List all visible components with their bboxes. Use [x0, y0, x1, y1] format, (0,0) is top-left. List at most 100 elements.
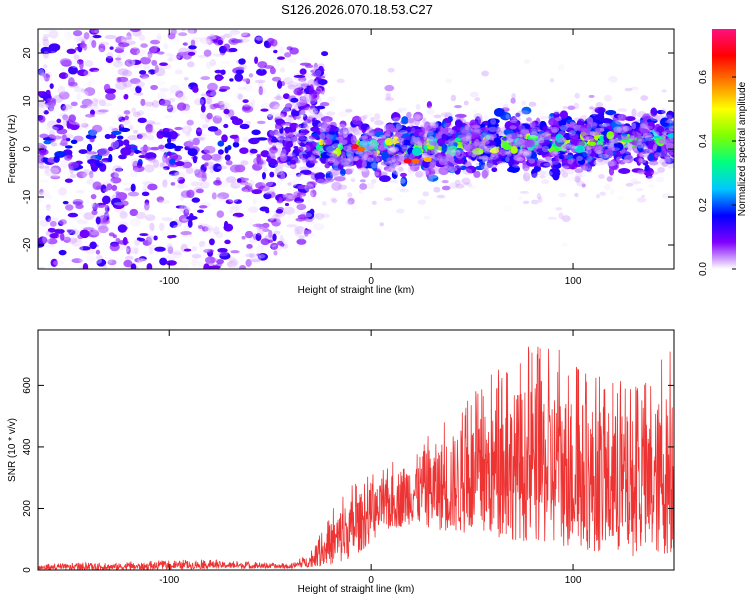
heatmap-cell	[39, 219, 50, 227]
heatmap-cell	[293, 201, 304, 205]
heatmap-cell	[78, 90, 89, 98]
heatmap-cell	[73, 54, 80, 60]
heatmap-cell	[108, 232, 115, 237]
heatmap-cell	[530, 199, 539, 205]
heatmap-cell	[210, 226, 221, 233]
heatmap-cell	[315, 177, 326, 184]
heatmap-cell	[47, 79, 55, 84]
heatmap-cell	[62, 114, 69, 121]
heatmap-cell	[125, 59, 136, 67]
heatmap-cell	[94, 98, 107, 103]
heatmap-cell	[310, 126, 320, 132]
heatmap-cell	[59, 232, 65, 241]
heatmap-cell	[227, 144, 232, 151]
heatmap-cell	[441, 133, 447, 141]
heatmap-cell	[396, 125, 401, 132]
heatmap-cell	[202, 40, 212, 48]
heatmap-cell	[521, 144, 526, 149]
heatmap-cell	[204, 96, 211, 104]
heatmap-cell	[659, 157, 667, 165]
heatmap-cell	[229, 206, 234, 214]
heatmap-cell	[571, 145, 578, 149]
heatmap-cell	[576, 155, 583, 162]
heatmap-cell	[320, 213, 330, 219]
heatmap-cell	[142, 184, 148, 191]
heatmap-cell	[314, 69, 322, 77]
heatmap-cell	[90, 201, 99, 210]
heatmap-cell	[296, 101, 306, 107]
heatmap-cell	[302, 56, 311, 61]
heatmap-cell	[169, 55, 181, 61]
heatmap-cell	[312, 218, 324, 223]
heatmap-cell	[273, 49, 278, 54]
heatmap-cell	[145, 236, 153, 245]
heatmap-cell	[173, 175, 180, 183]
heatmap-cell	[645, 150, 652, 154]
heatmap-cell	[187, 29, 198, 34]
heatmap-cell	[331, 181, 342, 191]
heatmap-cell	[433, 114, 442, 119]
heatmap-cell	[276, 142, 284, 150]
heatmap-cell	[350, 135, 357, 145]
heatmap-cell	[390, 162, 399, 168]
heatmap-cell	[284, 116, 294, 122]
heatmap-cell	[260, 150, 270, 158]
heatmap-cell	[516, 155, 526, 164]
heatmap-cell	[405, 126, 412, 133]
heatmap-cell	[215, 114, 222, 118]
heatmap-cell	[297, 146, 304, 153]
heatmap-cell	[295, 172, 302, 177]
heatmap-cell	[426, 131, 436, 140]
heatmap-cell	[473, 141, 478, 147]
heatmap-cell	[206, 102, 211, 110]
heatmap-cell	[454, 179, 461, 186]
heatmap-cell	[57, 85, 66, 95]
heatmap-cell	[44, 244, 56, 248]
heatmap-cell	[198, 225, 204, 229]
heatmap-cell	[177, 176, 185, 184]
heatmap-cell	[44, 123, 53, 130]
heatmap-cell	[517, 196, 523, 200]
heatmap-cell	[199, 181, 210, 189]
heatmap-cell	[595, 101, 604, 109]
heatmap-cell	[608, 138, 615, 145]
heatmap-cell	[111, 130, 122, 136]
heatmap-cell	[389, 146, 400, 153]
heatmap-cell	[389, 163, 399, 171]
heatmap-cell	[528, 131, 539, 139]
heatmap-cell	[283, 146, 291, 153]
heatmap-cell	[228, 47, 238, 53]
heatmap-cell	[318, 65, 324, 73]
heatmap-cell	[605, 110, 617, 116]
heatmap-cell	[576, 180, 585, 187]
heatmap-cell	[388, 147, 398, 152]
heatmap-cell	[276, 80, 283, 89]
heatmap-cell	[42, 34, 50, 38]
heatmap-cell	[193, 98, 205, 106]
heatmap-cell	[223, 43, 231, 50]
heatmap-cell	[38, 156, 44, 164]
heatmap-cell	[631, 108, 637, 118]
heatmap-cell	[256, 153, 262, 158]
heatmap-cell	[360, 123, 370, 131]
heatmap-cell	[54, 228, 65, 234]
heatmap-cell	[117, 96, 122, 105]
heatmap-cell	[360, 135, 368, 139]
heatmap-cell	[164, 114, 172, 119]
heatmap-cell	[50, 258, 58, 267]
heatmap-cell	[64, 154, 73, 161]
heatmap-cell	[459, 165, 467, 171]
heatmap-cell	[120, 35, 132, 43]
heatmap-cell	[160, 206, 170, 212]
heatmap-cell	[639, 151, 649, 158]
heatmap-cell	[469, 144, 478, 151]
heatmap-cell	[268, 159, 278, 167]
heatmap-cell	[208, 262, 214, 267]
heatmap-cell	[530, 131, 538, 136]
heatmap-cell	[154, 246, 166, 252]
heatmap-cell	[488, 127, 497, 135]
colorbar-tick-label: 0.6	[698, 70, 709, 84]
heatmap-cell	[73, 87, 85, 93]
heatmap-cell	[380, 169, 390, 176]
